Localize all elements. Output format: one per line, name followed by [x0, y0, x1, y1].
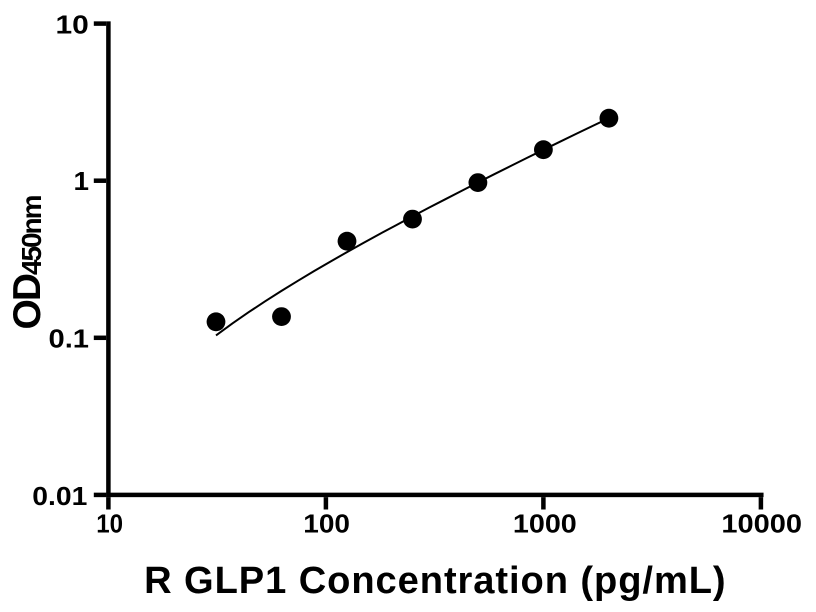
svg-text:10: 10 [56, 9, 89, 39]
svg-text:1: 1 [74, 166, 90, 196]
svg-text:0.01: 0.01 [32, 481, 87, 511]
svg-text:0.1: 0.1 [49, 324, 90, 354]
svg-text:10000: 10000 [721, 508, 802, 538]
svg-text:OD450nm: OD450nm [6, 195, 49, 329]
svg-text:1000: 1000 [513, 508, 577, 538]
svg-text:R GLP1 Concentration (pg/mL): R GLP1 Concentration (pg/mL) [144, 560, 726, 602]
svg-text:100: 100 [303, 508, 350, 538]
svg-text:10: 10 [96, 508, 123, 538]
